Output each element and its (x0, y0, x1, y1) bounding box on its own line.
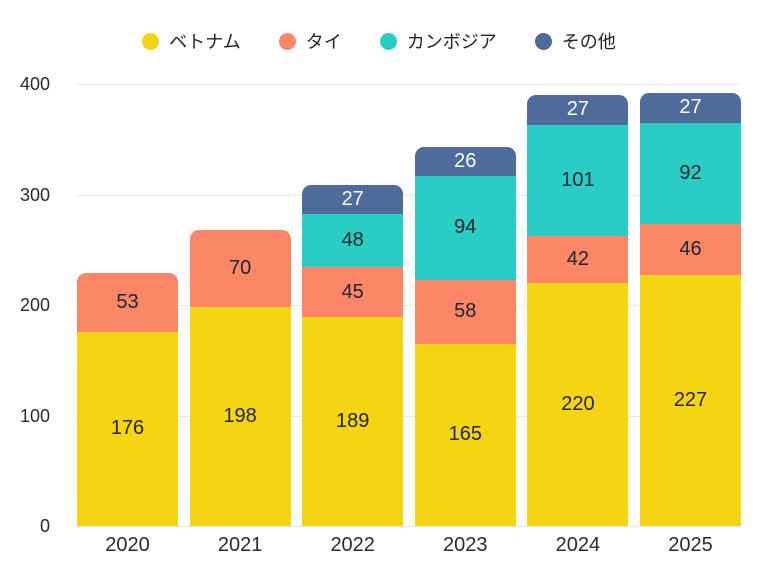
bar-segment-2022-series-2[interactable]: 45 (302, 267, 404, 318)
bar-segment-2023-series-2[interactable]: 58 (414, 279, 516, 344)
x-tick-label-2020: 2020 (105, 534, 150, 556)
gridline-0 (76, 526, 740, 527)
legend-swatch-circle-icon (379, 32, 397, 50)
bar-value-label: 94 (454, 216, 477, 239)
bar-segment-2020-series-1[interactable]: 176 (77, 331, 178, 526)
gridline-100 (76, 415, 740, 417)
bar-value-label: 58 (454, 300, 477, 323)
bar-segment-2020-series-2[interactable]: 53 (77, 272, 178, 332)
bar-2025: 27 92 46 227 (640, 92, 741, 526)
bar-value-label: 92 (679, 162, 702, 184)
bar-value-label: 27 (341, 187, 364, 210)
bar-segment-2025-series-4[interactable]: 27 (640, 92, 741, 123)
x-tick-label-2022: 2022 (330, 534, 375, 556)
bar-segment-2023-series-1[interactable]: 165 (414, 343, 516, 526)
bar-2022: 27 48 45 189 (302, 184, 404, 526)
bar-value-label: 42 (566, 248, 590, 271)
legend-label: ベトナム (169, 32, 241, 52)
bar-segment-2023-series-4[interactable]: 26 (414, 147, 516, 176)
y-tick-label: 0 (39, 516, 50, 536)
gridline-400 (76, 84, 740, 85)
bar-segment-2022-series-1[interactable]: 189 (302, 317, 404, 526)
bar-2021: 70 198 (189, 229, 291, 526)
legend-item-2[interactable]: タイ (278, 28, 342, 54)
x-tick-label-2023: 2023 (443, 534, 488, 556)
bar-2023: 26 94 58 165 (414, 147, 516, 526)
legend-label: カンボジア (406, 32, 497, 52)
legend-swatch-circle-icon (534, 32, 552, 50)
legend-swatch-circle-icon (142, 32, 160, 50)
legend-item-1[interactable]: ベトナム (142, 28, 241, 54)
legend-item-4[interactable]: その他 (534, 28, 616, 54)
x-tick-label-2025: 2025 (668, 534, 713, 556)
bar-segment-2024-series-2[interactable]: 42 (527, 236, 629, 283)
legend-swatch-circle-icon (278, 32, 296, 50)
legend-item-3[interactable]: カンボジア (379, 28, 497, 54)
bar-segment-2024-series-4[interactable]: 27 (527, 95, 629, 125)
bar-value-label: 198 (223, 405, 257, 428)
x-tick-label-2024: 2024 (555, 534, 601, 556)
y-tick-label: 200 (19, 295, 50, 315)
bar-segment-2025-series-3[interactable]: 92 (640, 122, 741, 225)
bar-segment-2024-series-1[interactable]: 220 (527, 282, 629, 526)
bar-segment-2021-series-2[interactable]: 70 (189, 229, 291, 308)
bar-value-label: 53 (116, 290, 139, 313)
bar-value-label: 26 (454, 149, 477, 172)
y-tick-label: 400 (19, 74, 50, 94)
bar-value-label: 101 (561, 169, 595, 192)
bar-segment-2023-series-3[interactable]: 94 (414, 175, 516, 280)
legend-label: その他 (561, 32, 616, 52)
gridline-200 (76, 305, 740, 306)
bar-value-label: 220 (561, 392, 595, 415)
bar-segment-2022-series-4[interactable]: 27 (302, 184, 404, 215)
bar-value-label: 46 (679, 238, 702, 261)
bar-value-label: 27 (566, 98, 590, 121)
plot-area: 53 176 70 198 27 48 45 189 26 94 58 165 27 101 42 220 27… (64, 84, 750, 527)
bar-segment-2024-series-3[interactable]: 101 (527, 124, 629, 237)
bar-value-label: 189 (336, 410, 370, 433)
bar-segment-2025-series-2[interactable]: 46 (640, 224, 741, 276)
bar-value-label: 27 (679, 96, 702, 119)
bar-value-label: 70 (228, 257, 252, 280)
bar-segment-2022-series-3[interactable]: 48 (302, 214, 404, 268)
legend-label: タイ (305, 32, 342, 52)
gridline-300 (76, 194, 740, 196)
y-tick-label: 300 (19, 184, 50, 205)
bar-value-label: 165 (448, 423, 482, 446)
bar-2024: 27 101 42 220 (527, 95, 629, 526)
bar-2020: 53 176 (77, 272, 178, 526)
chart-legend: ベトナム タイ カンボジア その他 (0, 28, 758, 54)
bar-value-label: 48 (341, 229, 364, 252)
bar-segment-2021-series-1[interactable]: 198 (189, 307, 291, 526)
x-tick-label-2021: 2021 (217, 534, 263, 556)
y-tick-label: 100 (19, 405, 50, 426)
bar-segment-2025-series-1[interactable]: 227 (640, 275, 741, 526)
bar-value-label: 176 (110, 417, 145, 440)
bar-value-label: 45 (341, 280, 364, 303)
bar-value-label: 227 (673, 389, 708, 412)
